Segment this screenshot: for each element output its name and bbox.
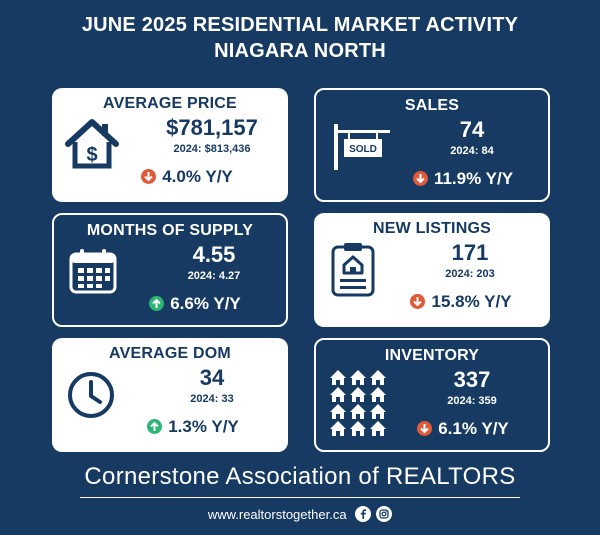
arrow-down-icon (141, 169, 157, 184)
instagram-icon[interactable] (376, 506, 393, 522)
house-dollar-icon: $ (65, 119, 119, 169)
card-prev-year: 2024: 33 (190, 393, 234, 405)
card-change: 6.1% Y/Y (388, 419, 538, 439)
change-value: 11.9% Y/Y (433, 169, 514, 188)
average-dom-card: AVERAGE DOM 34 2024: 33 1.3% Y/Y (52, 338, 288, 452)
card-value: 34 (199, 365, 225, 390)
arrow-down-icon (417, 421, 433, 436)
card-title: MONTHS OF SUPPLY (86, 222, 254, 239)
card-change: 1.3% Y/Y (118, 417, 268, 437)
footer-divider (80, 497, 520, 498)
card-title: NEW LISTINGS (373, 220, 491, 237)
svg-text:$: $ (86, 144, 97, 166)
calendar-icon (69, 249, 117, 294)
months-of-supply-card: MONTHS OF SUPPLY 4.55 2024: 4.27 6.6% Y/… (52, 213, 288, 327)
inventory-card: INVENTORY 337 2024: 359 6.1% Y/Y (314, 338, 550, 452)
card-change: 4.0% Y/Y (112, 167, 262, 187)
clipboard-house-icon (331, 243, 375, 297)
arrow-down-icon (412, 171, 428, 186)
sales-card: SALES SOLD 74 2024: 84 11.9% Y/Y (314, 88, 550, 202)
card-title: SALES (404, 97, 460, 114)
card-value: 171 (451, 240, 489, 265)
organization-name: Cornerstone Association of REALTORS (84, 463, 516, 490)
card-title: AVERAGE PRICE (103, 95, 237, 112)
card-prev-year: 2024: 359 (447, 395, 497, 407)
card-value: 4.55 (192, 242, 236, 267)
card-title: INVENTORY (384, 347, 480, 364)
card-change: 15.8% Y/Y (386, 292, 536, 312)
new-listings-card: NEW LISTINGS 171 2024: 203 15.8% Y/Y (314, 213, 550, 327)
card-value: 74 (459, 117, 485, 142)
footer-links: www.realtorstogether.ca (0, 506, 600, 522)
arrow-up-icon (149, 296, 165, 311)
average-price-card: AVERAGE PRICE $ $781,157 2024: $813,436 … (52, 88, 288, 202)
change-value: 15.8% Y/Y (431, 292, 512, 311)
arrow-up-icon (147, 419, 163, 434)
card-value: $781,157 (166, 115, 258, 140)
change-value: 6.6% Y/Y (170, 294, 241, 313)
card-change: 6.6% Y/Y (120, 294, 270, 314)
card-value: 337 (453, 367, 491, 392)
card-change: 11.9% Y/Y (388, 169, 538, 189)
website-link[interactable]: www.realtorstogether.ca (207, 507, 347, 522)
facebook-icon[interactable] (355, 506, 372, 522)
page-title: JUNE 2025 RESIDENTIAL MARKET ACTIVITY (81, 14, 519, 36)
clock-icon (68, 372, 114, 418)
change-value: 6.1% Y/Y (438, 419, 509, 438)
arrow-down-icon (410, 294, 426, 309)
card-prev-year: 2024: $813,436 (173, 143, 251, 155)
page-subtitle: NIAGARA NORTH (214, 40, 386, 62)
card-prev-year: 2024: 203 (445, 268, 495, 280)
houses-grid-icon (330, 370, 386, 436)
sold-sign-icon: SOLD (334, 124, 390, 170)
card-title: AVERAGE DOM (109, 345, 231, 362)
card-prev-year: 2024: 4.27 (187, 270, 241, 282)
card-prev-year: 2024: 84 (450, 145, 494, 157)
sold-sign-text: SOLD (349, 144, 377, 155)
change-value: 1.3% Y/Y (168, 417, 239, 436)
change-value: 4.0% Y/Y (162, 167, 233, 186)
